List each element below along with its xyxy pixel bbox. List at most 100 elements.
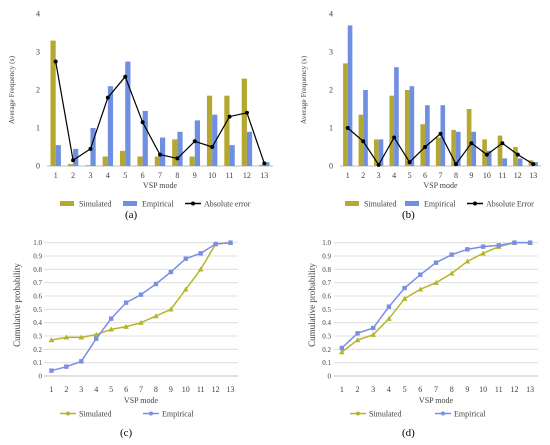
series-point xyxy=(108,316,114,321)
bar xyxy=(137,156,143,166)
bar xyxy=(177,131,183,166)
x-tick-label: 13 xyxy=(227,385,235,394)
error-point xyxy=(140,120,145,125)
panel-label: (c) xyxy=(120,427,133,439)
bar xyxy=(347,25,353,167)
error-point xyxy=(262,161,267,166)
series-point xyxy=(386,304,392,309)
error-point xyxy=(88,146,93,151)
y-tick-label: 0.2 xyxy=(33,346,42,354)
error-point xyxy=(392,135,397,140)
x-tick-label: 10 xyxy=(208,171,216,180)
x-tick-label: 11 xyxy=(498,171,506,180)
error-point xyxy=(515,152,520,157)
series-line xyxy=(51,241,231,341)
error-point xyxy=(345,126,350,130)
bar xyxy=(343,63,348,166)
bar xyxy=(50,40,56,166)
x-tick-label: 4 xyxy=(106,171,110,180)
y-tick-label: 0.2 xyxy=(322,346,331,354)
series-point xyxy=(64,364,69,369)
legend-label: Simulated xyxy=(79,200,111,209)
bar xyxy=(363,90,368,166)
series-point xyxy=(370,331,377,337)
x-tick-label: 6 xyxy=(423,171,427,180)
y-tick-label: 1.0 xyxy=(322,239,331,247)
bar xyxy=(389,95,395,166)
y-tick-label: 0 xyxy=(36,162,40,171)
error-point xyxy=(227,114,232,119)
y-tick-label: 1.0 xyxy=(33,239,42,247)
error-point xyxy=(438,131,443,136)
bar xyxy=(264,162,270,166)
error-point xyxy=(71,158,76,163)
legend-swatch xyxy=(123,201,137,206)
series-point xyxy=(448,270,455,276)
bar xyxy=(378,139,384,166)
bar xyxy=(107,86,114,166)
error-point xyxy=(192,139,197,144)
x-tick-label: 2 xyxy=(361,171,365,180)
y-tick-label: 4 xyxy=(36,10,40,19)
bar xyxy=(102,156,108,166)
panel-d: 00.10.20.30.40.50.60.70.80.91.01 2 3 4 5 6 7 8 9… xyxy=(307,239,538,439)
x-tick-label: 2 xyxy=(64,385,68,394)
legend-marker xyxy=(191,201,195,206)
bar xyxy=(55,145,61,166)
x-axis-title: VSP mode xyxy=(143,181,178,190)
x-tick-label: 3 xyxy=(79,385,83,394)
y-tick-label: 0.4 xyxy=(322,319,331,327)
legend-label: Simulated xyxy=(364,200,396,209)
bar xyxy=(259,164,265,166)
bar xyxy=(85,165,91,166)
x-tick-label: 13 xyxy=(529,171,537,180)
series-point xyxy=(449,252,454,257)
series-point xyxy=(512,240,517,245)
y-axis-title: Average Frequency (s) xyxy=(7,55,16,124)
x-tick-label: 7 xyxy=(434,385,438,394)
x-tick-label: 1 xyxy=(54,171,58,180)
error-point xyxy=(361,139,366,144)
error-point xyxy=(453,162,458,167)
y-tick-label: 2 xyxy=(36,86,40,95)
series-point xyxy=(168,269,174,275)
series-point xyxy=(48,337,55,343)
bar xyxy=(229,145,235,166)
series-point xyxy=(182,286,189,292)
x-tick-label: 9 xyxy=(169,385,173,394)
legend-label: Simulated xyxy=(79,410,111,419)
series-point xyxy=(168,306,174,312)
x-tick-label: 13 xyxy=(526,385,534,394)
x-tick-label: 2 xyxy=(71,171,75,180)
bar xyxy=(241,78,247,166)
y-tick-label: 0.6 xyxy=(33,293,42,301)
y-axis-title: Cumulative probability xyxy=(12,263,22,347)
error-point xyxy=(376,162,381,167)
series-point xyxy=(198,251,203,256)
y-tick-label: 0.9 xyxy=(33,253,42,261)
bar xyxy=(394,67,399,166)
series-line xyxy=(51,241,231,372)
bar xyxy=(358,114,364,166)
y-axis-title: Cumulative probability xyxy=(307,263,317,347)
bar xyxy=(172,139,178,166)
panel-label: (d) xyxy=(402,427,415,439)
legend-marker xyxy=(356,411,360,416)
x-tick-label: 7 xyxy=(439,171,443,180)
bar xyxy=(466,109,472,166)
series-point xyxy=(49,368,54,373)
x-tick-label: 4 xyxy=(387,385,391,394)
legend-label: Absolute Error xyxy=(486,200,534,209)
series-point xyxy=(138,292,144,297)
bar xyxy=(435,137,441,166)
series-point xyxy=(153,313,159,319)
y-tick-label: 1 xyxy=(36,124,40,133)
error-point xyxy=(244,110,249,115)
x-tick-label: 1 xyxy=(346,171,350,180)
x-tick-label: 10 xyxy=(182,385,190,394)
bar xyxy=(440,105,446,166)
x-axis-title: VSP mode xyxy=(423,181,458,190)
series-point xyxy=(78,334,85,340)
series-point xyxy=(527,240,533,245)
error-point xyxy=(123,74,128,79)
